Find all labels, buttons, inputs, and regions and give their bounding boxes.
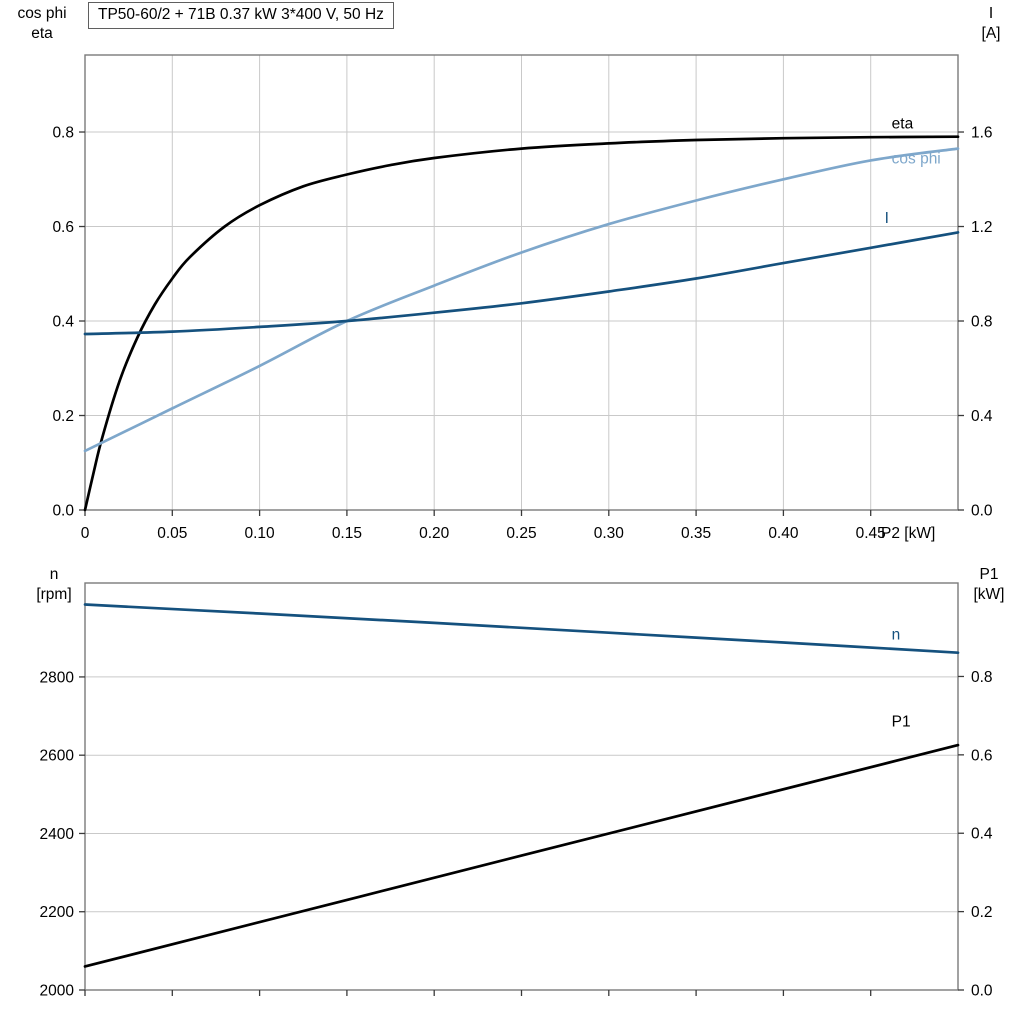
tick-label-left: 2800 (40, 669, 75, 686)
tick-label-right: 0.4 (971, 408, 993, 425)
tick-label-x: 0.35 (681, 525, 711, 542)
curve-cos-phi (83, 147, 960, 453)
curve-label-i: I (885, 210, 889, 227)
tick-label-x: 0.30 (594, 525, 625, 542)
tick-label-left: 2400 (40, 826, 75, 843)
curve-label-n: n (892, 627, 901, 644)
axis-label-cosphi-eta: cos phi eta (17, 5, 67, 42)
tick-label-right: 0.2 (971, 904, 993, 921)
tick-label-x: 0.10 (245, 525, 276, 542)
curve-label-eta: eta (892, 116, 914, 133)
tick-label-left: 0.6 (52, 219, 74, 236)
tick-label-right: 0.8 (971, 669, 993, 686)
tick-label-x: 0 (81, 525, 90, 542)
curve-eta (83, 135, 960, 512)
tick-label-right: 0.0 (971, 983, 993, 1000)
chart-electrical: 0.0 0.2 0.4 0.6 0.8 0.0 0.4 0.8 1.2 1.6 0 0.05 0.10 0… (52, 54, 993, 542)
chart-speed-power: 2000 2200 2400 2600 2800 0.0 0.2 0.4 0.6 0.8 n P1 (40, 582, 993, 1000)
x-axis-unit-label: P2 [kW] (881, 525, 935, 542)
tick-label-x: 0.05 (157, 525, 187, 542)
tick-label-right: 1.2 (971, 219, 993, 236)
tick-label-right: 1.6 (971, 125, 993, 142)
tick-label-left: 2600 (40, 748, 75, 765)
tick-label-left: 2200 (40, 904, 75, 921)
chart-title: TP50-60/2 + 71B 0.37 kW 3*400 V, 50 Hz (98, 6, 384, 23)
curve-label-cos-phi: cos phi (892, 150, 941, 167)
tick-label-x: 0.45 (856, 525, 886, 542)
tick-label-left: 2000 (40, 983, 75, 1000)
axis-label-speed: n [rpm] (36, 566, 72, 603)
curve-i (83, 231, 960, 336)
tick-label-x: 0.15 (332, 525, 362, 542)
axis-label-p1: P1 [kW] (973, 566, 1005, 603)
tick-label-right: 0.8 (971, 314, 993, 331)
tick-label-left: 0.0 (52, 503, 74, 520)
tick-label-left: 0.2 (52, 408, 74, 425)
curve-p1 (83, 743, 960, 968)
tick-label-right: 0.0 (971, 503, 993, 520)
curve-label-p1: P1 (892, 714, 911, 731)
tick-label-x: 0.20 (419, 525, 450, 542)
axis-label-current: I [A] (981, 5, 1001, 42)
curve-n (83, 603, 960, 655)
tick-label-left: 0.8 (52, 125, 74, 142)
tick-label-left: 0.4 (52, 314, 74, 331)
tick-label-right: 0.4 (971, 826, 993, 843)
tick-label-x: 0.40 (768, 525, 799, 542)
tick-label-right: 0.6 (971, 747, 993, 764)
chart-title-box: TP50-60/2 + 71B 0.37 kW 3*400 V, 50 Hz (88, 2, 394, 29)
tick-label-x: 0.25 (506, 525, 536, 542)
